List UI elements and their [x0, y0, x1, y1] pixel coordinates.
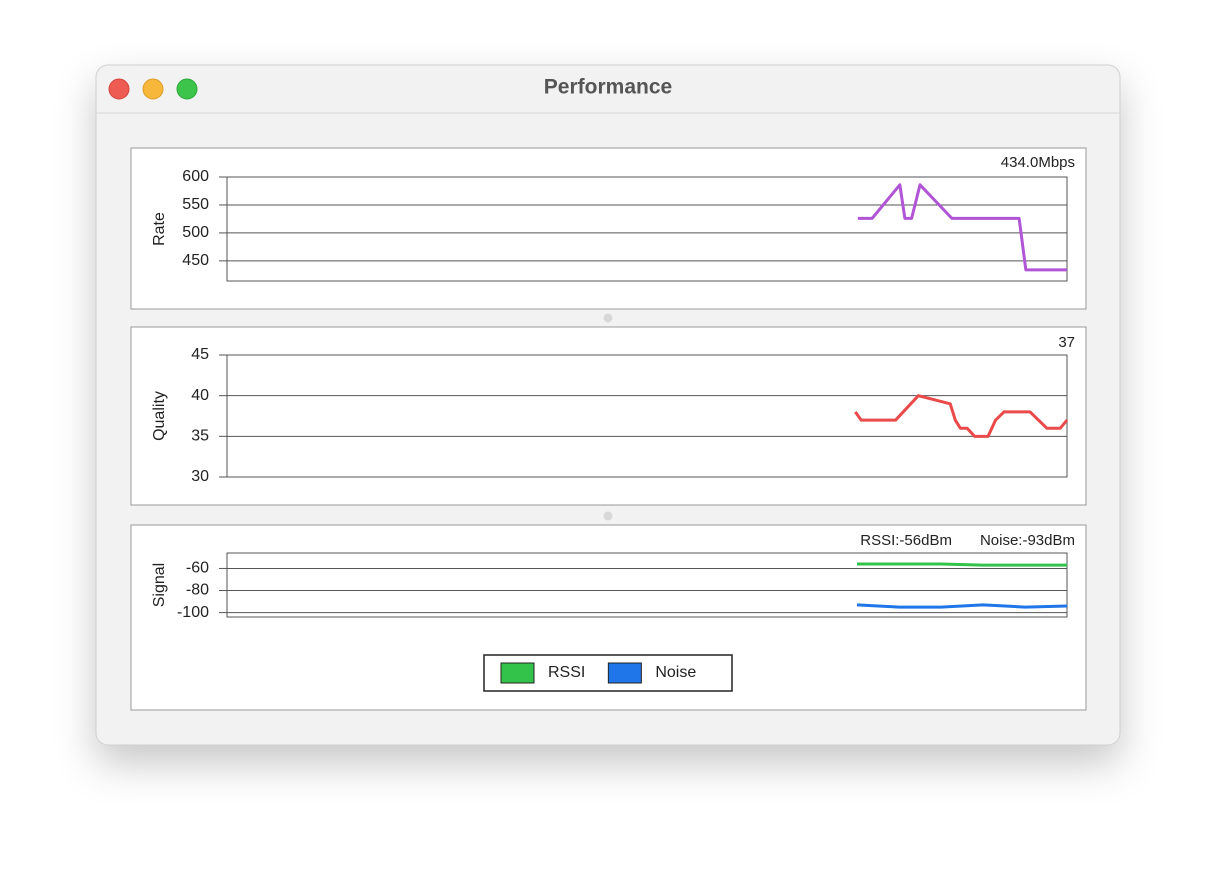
y-axis-label: Signal — [151, 563, 168, 607]
legend-swatch — [500, 662, 535, 684]
data-line — [857, 562, 1067, 567]
data-line — [857, 183, 1067, 272]
panel — [130, 326, 1087, 506]
y-axis-label: Quality — [151, 391, 168, 441]
y-tick-label: 35 — [191, 428, 209, 445]
y-tick-label: 30 — [191, 468, 209, 485]
legend-label: RSSI — [548, 664, 585, 681]
panel — [130, 147, 1087, 310]
annotation: Noise:-93dBm — [980, 532, 1075, 549]
data-line — [854, 394, 1069, 438]
splitter-handle[interactable] — [603, 511, 613, 521]
y-tick-label: 600 — [182, 168, 209, 185]
zoom-button[interactable] — [176, 78, 198, 100]
legend-swatch — [607, 662, 642, 684]
y-axis-label: Rate — [151, 212, 168, 246]
annotation: 37 — [1058, 334, 1075, 351]
window-title: Performance — [544, 76, 672, 99]
plot-area — [226, 552, 1068, 618]
data-line — [856, 603, 1068, 609]
y-tick-label: -60 — [186, 560, 209, 577]
minimize-button[interactable] — [142, 78, 164, 100]
y-tick-label: -80 — [186, 582, 209, 599]
y-tick-label: 550 — [182, 196, 209, 213]
y-tick-label: 450 — [182, 252, 209, 269]
y-tick-label: -100 — [177, 604, 209, 621]
y-tick-label: 45 — [191, 346, 209, 363]
close-button[interactable] — [108, 78, 130, 100]
y-tick-label: 500 — [182, 224, 209, 241]
annotation: RSSI:-56dBm — [860, 532, 952, 549]
legend-label: Noise — [655, 664, 696, 681]
splitter-handle[interactable] — [603, 313, 613, 323]
annotation: 434.0Mbps — [1001, 154, 1075, 171]
y-tick-label: 40 — [191, 387, 209, 404]
